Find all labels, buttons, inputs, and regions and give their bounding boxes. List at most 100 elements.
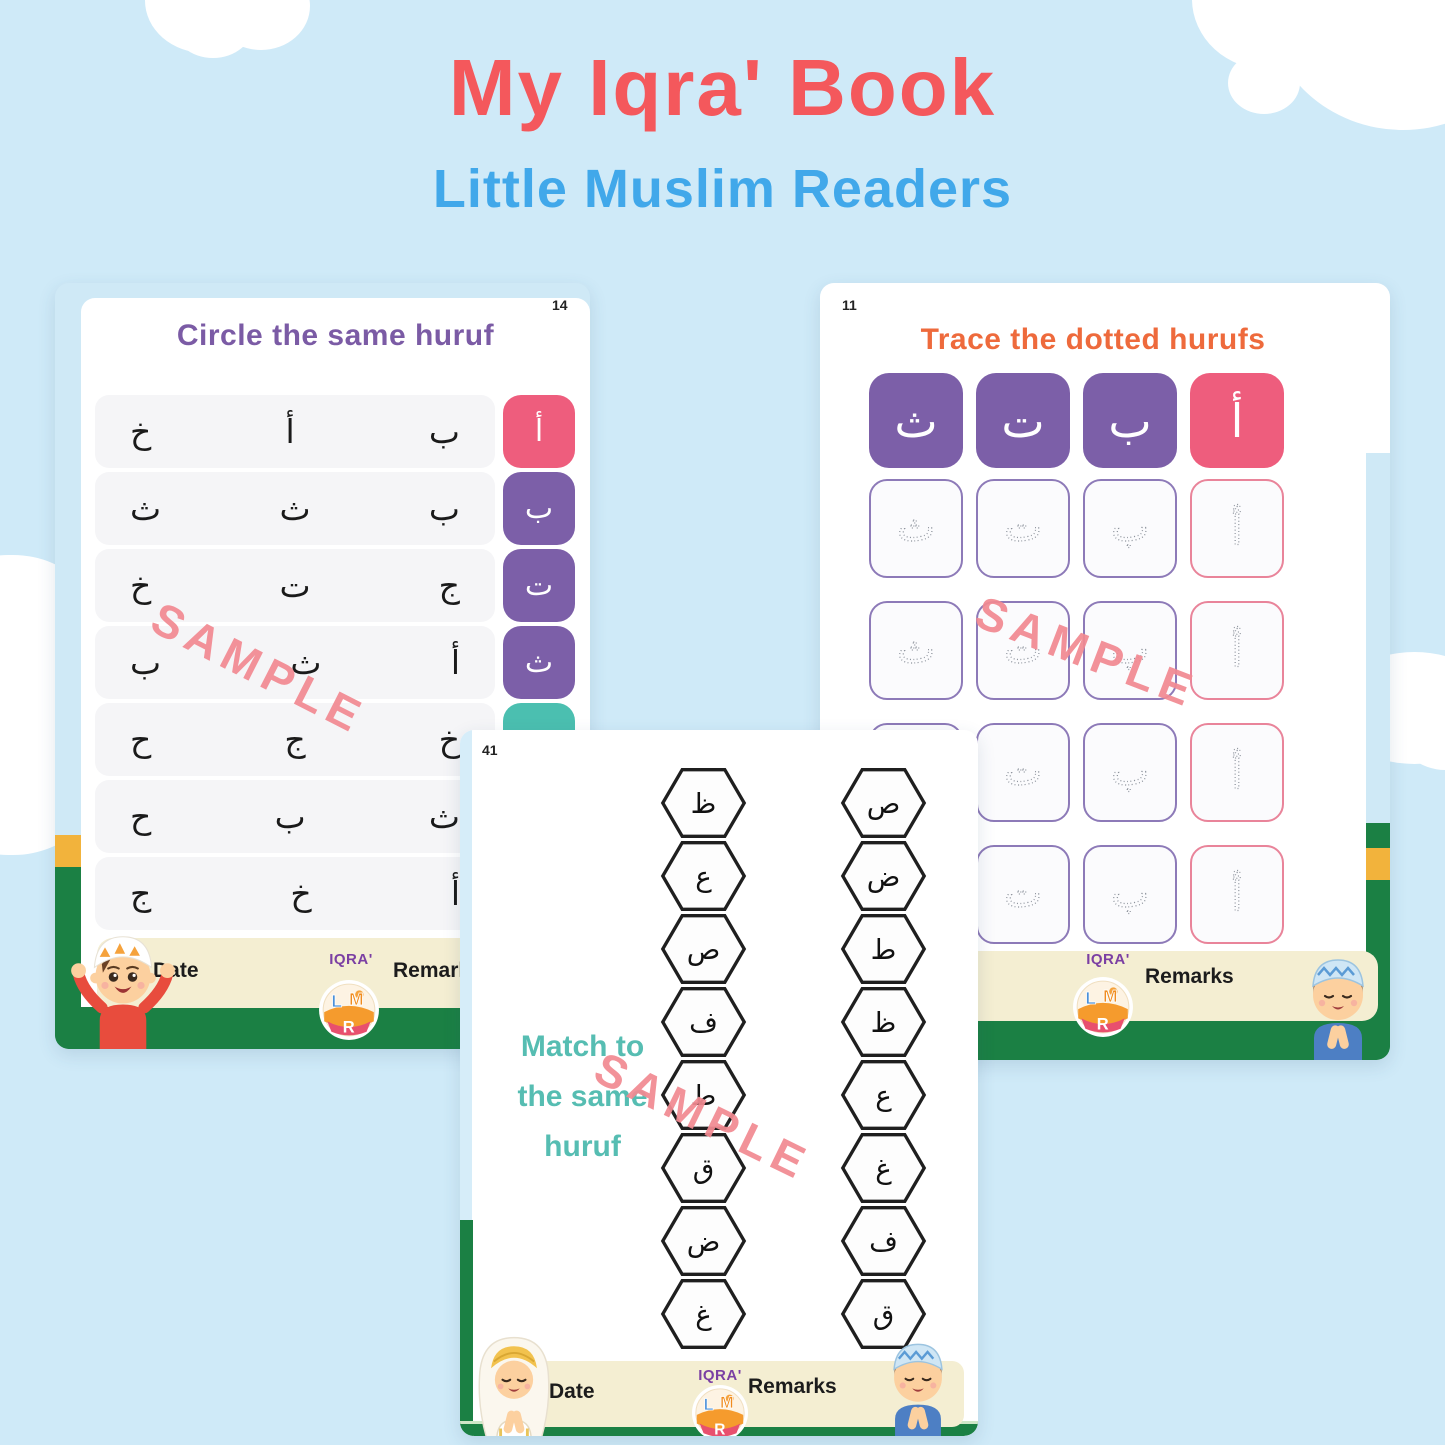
huruf-option: ج xyxy=(438,566,460,605)
svg-text:M: M xyxy=(349,989,364,1009)
hexagon-column-right: ص ض ط ظ ع غ ف ق xyxy=(840,765,927,1349)
target-huruf: ب xyxy=(524,491,554,526)
hexagon-huruf: ط xyxy=(840,914,927,984)
svg-text:M: M xyxy=(1103,986,1118,1006)
hexagon-huruf: ع xyxy=(840,1060,927,1130)
svg-text:ص: ص xyxy=(687,933,721,966)
hexagon-huruf: ض xyxy=(660,1206,747,1276)
svg-text:L: L xyxy=(704,1396,714,1414)
huruf-options: ج خ أ xyxy=(95,857,495,930)
svg-text:ض: ض xyxy=(687,1225,721,1258)
huruf-option: أ xyxy=(450,643,460,682)
hexagon-huruf: غ xyxy=(840,1133,927,1203)
page-number: 14 xyxy=(552,297,568,313)
huruf-row: خ ت ج ت xyxy=(95,549,575,622)
svg-text:ط: ط xyxy=(871,933,897,966)
hexagon-huruf: ص xyxy=(660,914,747,984)
page-number: 41 xyxy=(482,742,498,758)
svg-text:ع: ع xyxy=(875,1079,892,1112)
cheering-boy-illustration xyxy=(71,936,175,1049)
svg-text:أ: أ xyxy=(1231,626,1242,676)
huruf-options: ح ج خ xyxy=(95,703,495,776)
svg-text:L: L xyxy=(1085,988,1096,1008)
huruf-option: أ xyxy=(450,874,460,913)
svg-text:أ: أ xyxy=(1231,870,1242,920)
tracing-box: ث xyxy=(869,601,963,700)
huruf-option: أ xyxy=(285,412,295,451)
cloud-decoration xyxy=(172,0,254,58)
svg-text:ب: ب xyxy=(1111,504,1149,550)
tracing-box: ب xyxy=(1083,601,1177,700)
brand-label: IQRA' xyxy=(329,951,373,968)
cloud-decoration xyxy=(1228,52,1300,114)
tracing-box: أ xyxy=(1190,845,1284,944)
svg-text:L: L xyxy=(331,991,342,1011)
svg-text:ق: ق xyxy=(693,1152,715,1185)
huruf-option: ح xyxy=(130,797,152,836)
huruf-option: ب xyxy=(428,489,460,528)
huruf-option: خ xyxy=(290,874,312,913)
huruf-row: خ أ ب أ xyxy=(95,395,575,468)
svg-text:ث: ث xyxy=(897,626,935,672)
svg-text:ظ: ظ xyxy=(871,1006,897,1039)
page-number: 11 xyxy=(842,297,857,313)
grass-accent xyxy=(1366,848,1390,880)
tracing-box: ت xyxy=(976,479,1070,578)
huruf-options: خ ت ج xyxy=(95,549,495,622)
svg-text:ت: ت xyxy=(1004,626,1042,672)
svg-text:R: R xyxy=(714,1421,725,1436)
worksheet-title: Circle the same huruf xyxy=(176,319,495,352)
huruf-option: ب xyxy=(130,643,162,682)
huruf-options: ث ث ب xyxy=(95,472,495,545)
date-label: Date xyxy=(549,1380,595,1403)
svg-text:غ: غ xyxy=(875,1152,892,1185)
lmr-logo-icon: L M R xyxy=(1073,977,1133,1037)
model-huruf-card: ث xyxy=(869,373,963,468)
huruf-option: ث xyxy=(428,797,460,836)
huruf-option: ب xyxy=(428,412,460,451)
model-huruf: ب xyxy=(1108,393,1152,448)
svg-text:M: M xyxy=(720,1394,734,1412)
lmr-logo-icon: L M R xyxy=(691,1384,749,1436)
huruf-option: ث xyxy=(290,643,322,682)
sky-edge xyxy=(460,730,472,1226)
hexagon-huruf: ض xyxy=(840,841,927,911)
brand-label: IQRA' xyxy=(1086,951,1130,968)
tracing-box: ت xyxy=(976,723,1070,822)
model-huruf-cards: ث ت ب أ xyxy=(869,373,1284,468)
target-huruf: ث xyxy=(524,645,554,680)
svg-text:ب: ب xyxy=(1111,626,1149,672)
huruf-option: ث xyxy=(279,489,311,528)
hexagon-huruf: ف xyxy=(840,1206,927,1276)
hexagon-huruf: ط xyxy=(660,1060,747,1130)
svg-text:ص: ص xyxy=(867,787,901,820)
target-huruf: ت xyxy=(524,568,554,603)
hexagon-huruf: ظ xyxy=(660,768,747,838)
praying-boy-illustration xyxy=(1312,959,1364,1060)
huruf-options: ب ث أ xyxy=(95,626,495,699)
target-huruf-block: أ xyxy=(503,395,575,468)
grass-edge xyxy=(460,1220,473,1436)
svg-text:ف: ف xyxy=(869,1225,898,1258)
svg-text:ف: ف xyxy=(689,1006,718,1039)
brand-label: IQRA' xyxy=(698,1367,742,1384)
svg-text:ق: ق xyxy=(873,1298,895,1331)
huruf-option: خ xyxy=(130,412,152,451)
huruf-option: ج xyxy=(130,874,152,913)
remarks-label: Remarks xyxy=(1145,965,1234,988)
worksheet-title-line: the same xyxy=(517,1080,648,1113)
hexagon-column-left: ظ ع ص ف ط ق ض غ xyxy=(660,765,747,1349)
worksheet-page-match: 41 Match to the same huruf ظ ع ص ف ط ق ض… xyxy=(460,730,978,1436)
svg-text:أ: أ xyxy=(1231,748,1242,798)
model-huruf-card: ب xyxy=(1083,373,1177,468)
huruf-option: خ xyxy=(130,566,152,605)
sky-edge xyxy=(1366,453,1390,825)
target-huruf: أ xyxy=(534,414,544,449)
huruf-option: ج xyxy=(284,720,306,759)
model-huruf: أ xyxy=(1230,393,1244,448)
svg-text:ب: ب xyxy=(1111,870,1149,916)
worksheet-title: Trace the dotted hurufs xyxy=(920,323,1266,356)
svg-text:R: R xyxy=(1097,1015,1109,1034)
huruf-row: ث ث ب ب xyxy=(95,472,575,545)
